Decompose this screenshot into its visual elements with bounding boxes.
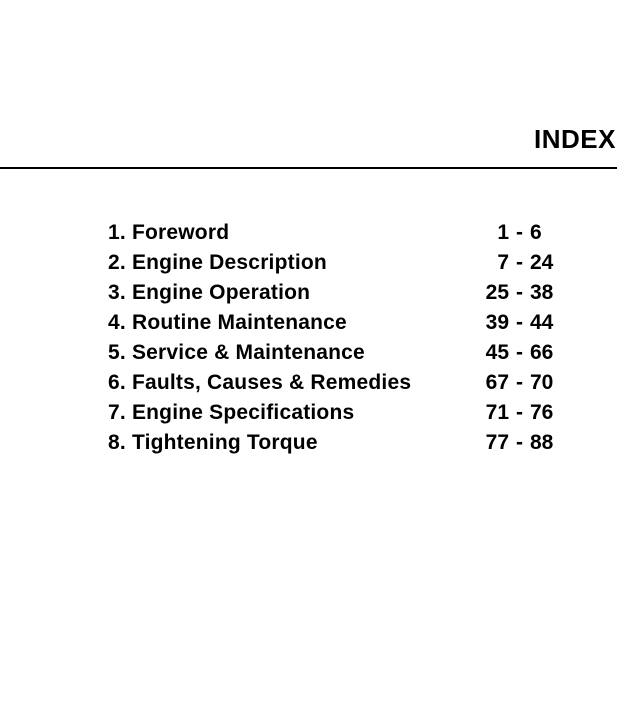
page-title: INDEX xyxy=(534,124,616,154)
page-range-dash: - xyxy=(516,371,523,394)
toc-item-label: 7. Engine Specifications xyxy=(108,401,355,424)
toc-page-range: 39 - 44 xyxy=(483,308,554,338)
toc-item-label: 3. Engine Operation xyxy=(108,281,311,304)
page-end: 44 xyxy=(530,311,554,334)
table-of-contents: 1. Foreword 1 - 6 2. Engine Description … xyxy=(108,218,554,458)
page-end: 70 xyxy=(530,371,554,394)
toc-item-label: 4. Routine Maintenance xyxy=(108,311,347,334)
page-range-dash: - xyxy=(516,281,523,304)
toc-item-label: 5. Service & Maintenance xyxy=(108,341,365,364)
page-end: 76 xyxy=(530,401,554,424)
toc-page-range: 77 - 88 xyxy=(483,428,554,458)
page-end: 38 xyxy=(530,281,554,304)
page-start: 1 xyxy=(497,221,509,244)
toc-item-label: 1. Foreword xyxy=(108,221,230,244)
toc-item-label: 6. Faults, Causes & Remedies xyxy=(108,371,412,394)
page-end: 88 xyxy=(530,431,554,454)
page-end: 6 xyxy=(530,221,542,244)
page-start: 71 xyxy=(485,401,509,424)
toc-row: 8. Tightening Torque 77 - 88 xyxy=(108,428,554,458)
toc-page-range: 67 - 70 xyxy=(483,368,554,398)
page-range-dash: - xyxy=(516,401,523,424)
page-range-dash: - xyxy=(516,251,523,274)
toc-item-label: 2. Engine Description xyxy=(108,251,327,274)
page-range-dash: - xyxy=(516,341,523,364)
toc-row: 1. Foreword 1 - 6 xyxy=(108,218,554,248)
page-start: 39 xyxy=(485,311,509,334)
toc-item-label: 8. Tightening Torque xyxy=(108,431,318,454)
page-range-dash: - xyxy=(516,221,523,244)
toc-page-range: 7 - 24 xyxy=(483,248,554,278)
page-range-dash: - xyxy=(516,311,523,334)
page-start: 67 xyxy=(485,371,509,394)
page-start: 77 xyxy=(485,431,509,454)
toc-row: 7. Engine Specifications 71 - 76 xyxy=(108,398,554,428)
toc-page-range: 45 - 66 xyxy=(483,338,554,368)
toc-row: 6. Faults, Causes & Remedies 67 - 70 xyxy=(108,368,554,398)
page-start: 25 xyxy=(485,281,509,304)
page-end: 24 xyxy=(530,251,554,274)
toc-row: 3. Engine Operation 25 - 38 xyxy=(108,278,554,308)
toc-page-range: 25 - 38 xyxy=(483,278,554,308)
page-start: 7 xyxy=(497,251,509,274)
toc-row: 5. Service & Maintenance 45 - 66 xyxy=(108,338,554,368)
toc-page-range: 71 - 76 xyxy=(483,398,554,428)
page-range-dash: - xyxy=(516,431,523,454)
toc-row: 4. Routine Maintenance 39 - 44 xyxy=(108,308,554,338)
toc-page-range: 1 - 6 xyxy=(483,218,554,248)
toc-row: 2. Engine Description 7 - 24 xyxy=(108,248,554,278)
title-underline-rule xyxy=(0,167,617,169)
page-start: 45 xyxy=(485,341,509,364)
page-end: 66 xyxy=(530,341,554,364)
